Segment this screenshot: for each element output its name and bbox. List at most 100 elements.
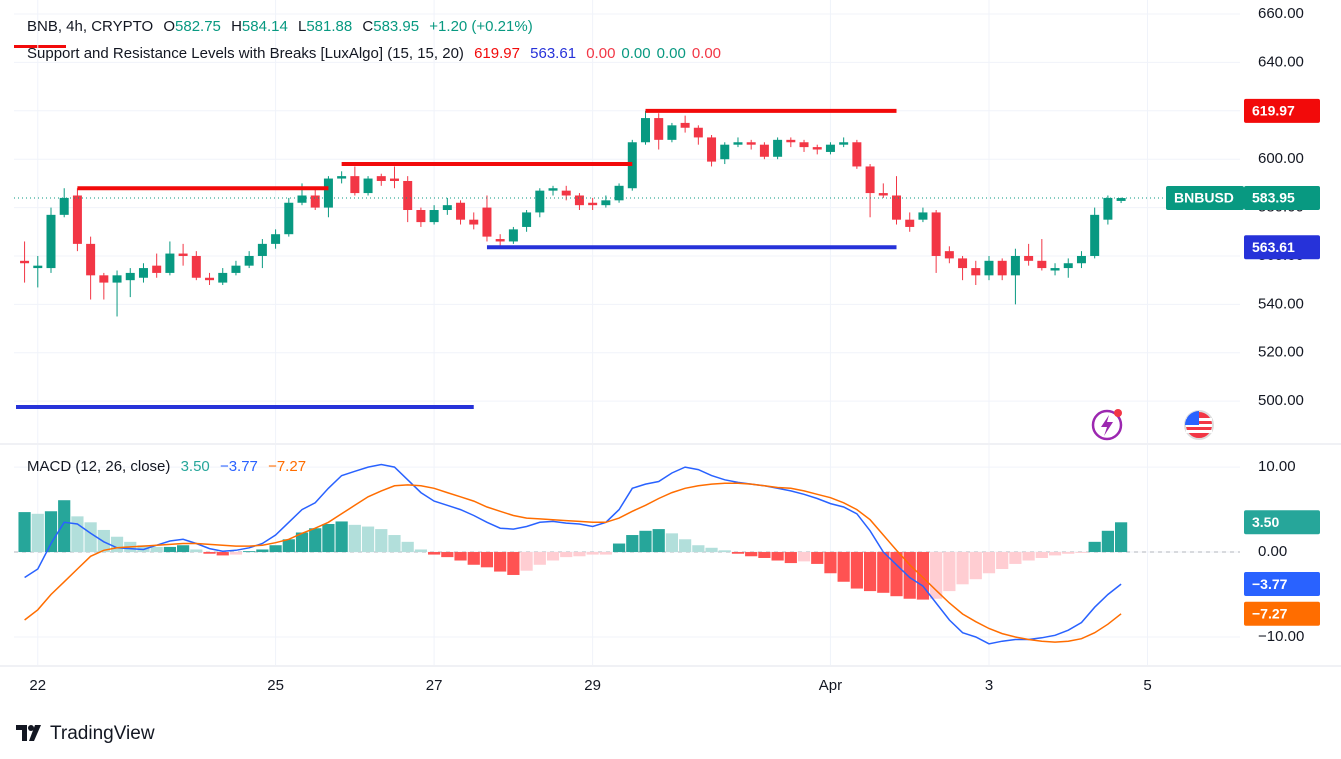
candle-body	[825, 144, 835, 152]
histogram-bar	[982, 552, 996, 574]
candle-body	[310, 195, 320, 208]
ohlc-key: C	[362, 18, 374, 35]
candle-body	[878, 193, 888, 196]
indicator-marker	[14, 45, 66, 48]
histogram-bar	[58, 500, 71, 553]
candle-body	[812, 147, 822, 150]
y-tick-label: 520.00	[1258, 344, 1304, 361]
candle-body	[535, 190, 545, 213]
histogram-bar	[44, 511, 58, 553]
histogram-bar	[494, 552, 507, 572]
candle-body	[1103, 197, 1113, 220]
indicator-value: 619.97	[474, 45, 520, 62]
candle-body	[773, 139, 783, 157]
histogram-bar	[335, 521, 348, 553]
candle-body	[601, 200, 611, 206]
candle-body	[191, 255, 201, 278]
histogram-bar	[692, 545, 705, 553]
y-tick-label: 0.00	[1258, 543, 1287, 560]
histogram-bar	[718, 550, 731, 553]
candle-body	[522, 212, 532, 227]
candle-body	[971, 268, 981, 276]
candle-body	[138, 268, 148, 278]
y-tick-label: 640.00	[1258, 53, 1304, 70]
candle-body	[72, 195, 82, 244]
candle-body	[231, 265, 241, 273]
histogram-bar	[533, 552, 546, 565]
price-badge	[1244, 186, 1320, 211]
news-icon[interactable]	[1091, 409, 1123, 441]
histogram-bar	[454, 552, 467, 561]
macd-legend: MACD (12, 26, close) 3.50 −3.77 −7.27	[27, 458, 312, 475]
histogram-bar	[401, 541, 414, 553]
histogram-bar	[388, 535, 401, 553]
histogram-bar	[414, 549, 428, 553]
candle-body	[403, 180, 413, 211]
candle-body	[20, 260, 30, 264]
x-tick-label: 25	[267, 677, 284, 694]
histogram-bar	[243, 551, 256, 553]
macd-line	[24, 482, 1122, 643]
histogram-bar	[930, 552, 943, 599]
histogram-bar	[216, 552, 229, 556]
candle-body	[931, 212, 941, 256]
candle-body	[892, 195, 902, 220]
macd-badge-label: −7.27	[1252, 605, 1288, 621]
histogram-bar	[428, 552, 441, 555]
histogram-bar	[863, 552, 877, 592]
candle-body	[389, 178, 399, 181]
candle-body	[244, 255, 254, 266]
candle-body	[1090, 214, 1100, 256]
histogram-bar	[1075, 552, 1088, 553]
histogram-bar	[295, 532, 309, 553]
histogram-bar	[1048, 552, 1062, 556]
ohlc-value: 581.88	[306, 18, 353, 35]
histogram-bar	[1101, 530, 1114, 553]
candle-body	[1116, 198, 1126, 201]
histogram-bar	[626, 535, 639, 553]
x-tick-label: 3	[985, 677, 993, 694]
histogram-bar	[916, 552, 930, 600]
histogram-bar	[784, 552, 797, 564]
economic-event-icon[interactable]	[1184, 410, 1214, 440]
resistance-badge	[1244, 98, 1320, 123]
y-tick-label: 660.00	[1258, 5, 1304, 22]
histogram-bar	[665, 533, 679, 553]
candle-body	[1076, 255, 1086, 264]
histogram-bar	[467, 552, 480, 565]
y-tick-label: −10.00	[1258, 628, 1304, 645]
histogram-bar	[850, 552, 863, 589]
histogram-bar	[507, 552, 520, 575]
histogram-bar	[639, 530, 652, 553]
histogram-bar	[229, 552, 243, 555]
histogram-bar	[256, 549, 269, 553]
ohlc-key: O	[163, 18, 176, 35]
candle-body	[574, 195, 584, 206]
histogram-bar	[745, 552, 758, 557]
candle-body	[958, 258, 968, 269]
candle-body	[746, 142, 756, 145]
candle-body	[218, 272, 228, 283]
histogram-bar	[520, 552, 533, 571]
candle-body	[997, 260, 1007, 276]
candle-body	[654, 118, 664, 140]
histogram-bar	[480, 552, 494, 568]
macd-value: −7.27	[268, 458, 307, 475]
histogram-bar	[190, 549, 203, 553]
x-tick-label: 5	[1143, 677, 1151, 694]
ohlc-value: 583.95	[373, 18, 420, 35]
candle-body	[614, 185, 624, 201]
histogram-bar	[837, 552, 850, 582]
candle-body	[1010, 255, 1020, 276]
histogram-bar	[1062, 552, 1075, 554]
histogram-bar	[599, 552, 612, 555]
candle-body	[733, 142, 743, 145]
histogram-badge	[1244, 510, 1320, 535]
candle-body	[99, 275, 109, 283]
price-badge-label: 583.95	[1252, 190, 1295, 206]
candle-body	[442, 205, 452, 211]
candle-body	[1024, 255, 1034, 261]
histogram-bar	[586, 552, 599, 555]
support-badge	[1244, 235, 1320, 260]
